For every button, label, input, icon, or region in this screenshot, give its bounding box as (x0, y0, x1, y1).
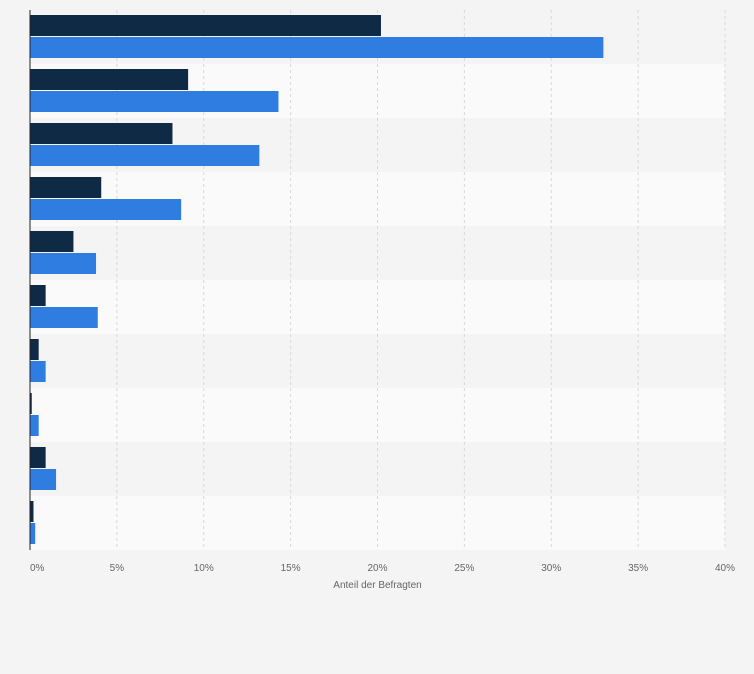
x-tick-label: 30% (541, 563, 561, 574)
bar-series-2 (30, 523, 36, 544)
bars (30, 15, 604, 544)
bar-series-2 (30, 91, 279, 112)
x-axis-label: Anteil der Befragten (333, 580, 421, 591)
bar-series-1 (30, 231, 74, 252)
x-tick-label: 35% (628, 563, 648, 574)
bar-series-1 (30, 447, 46, 468)
bar-series-2 (30, 469, 57, 490)
x-tick-label: 15% (281, 563, 301, 574)
bar-series-2 (30, 253, 97, 274)
x-tick-labels: 0% 5% 10% 15% 20% 25% 30% 35% 40% (30, 563, 735, 574)
bar-series-1 (30, 123, 173, 144)
bar-series-1 (30, 177, 102, 198)
bar-series-2 (30, 37, 604, 58)
x-tick-label: 10% (194, 563, 214, 574)
bar-series-1 (30, 69, 189, 90)
x-tick-label: 5% (110, 563, 125, 574)
bar-series-1 (30, 393, 32, 414)
x-tick-label: 0% (30, 563, 45, 574)
bar-series-1 (30, 339, 39, 360)
x-tick-label: 20% (367, 563, 387, 574)
x-tick-label: 40% (715, 563, 735, 574)
bar-series-2 (30, 415, 39, 436)
bar-series-1 (30, 285, 46, 306)
bar-series-1 (30, 15, 381, 36)
bar-series-1 (30, 501, 34, 522)
bar-series-2 (30, 199, 182, 220)
bar-series-2 (30, 307, 98, 328)
x-tick-label: 25% (454, 563, 474, 574)
bar-series-2 (30, 361, 46, 382)
bar-series-2 (30, 145, 260, 166)
